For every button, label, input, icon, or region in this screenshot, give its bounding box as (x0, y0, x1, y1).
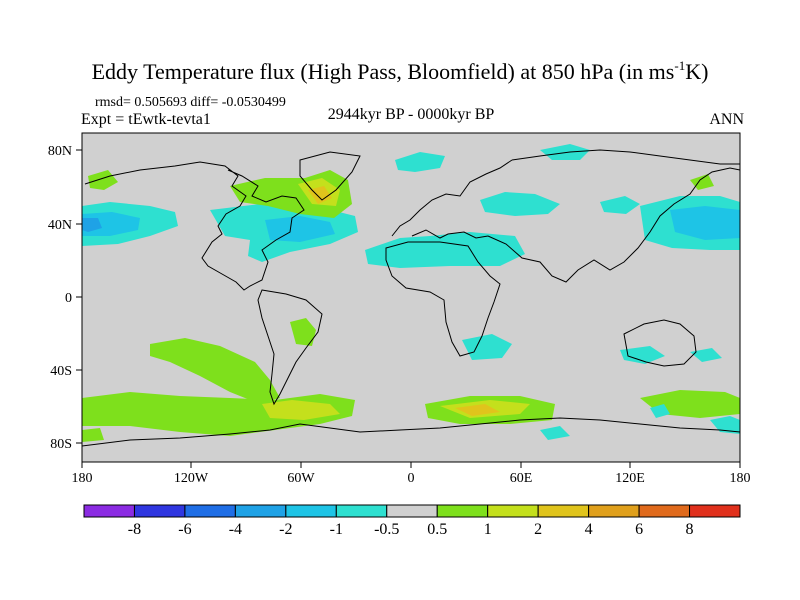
colorbar-label: 0.5 (427, 521, 448, 538)
colorbar-box (83, 504, 135, 518)
anomaly-patch (455, 404, 500, 416)
lat-label-0: 0 (65, 291, 72, 306)
anomaly-patch (308, 186, 332, 204)
anomaly-patch (540, 426, 570, 440)
experiment-label: Expt = tEwtk-tevta1 (81, 111, 211, 128)
anomaly-patch (82, 428, 104, 442)
coast-africa (385, 241, 501, 357)
coastlines (82, 149, 740, 447)
lon-label-180e: 180 (730, 471, 751, 486)
season-label: ANN (709, 111, 744, 128)
coast-australia (623, 319, 697, 367)
colorbar-label: -4 (228, 521, 243, 538)
period-label: 2944kyr BP - 0000kyr BP (327, 106, 495, 123)
anomaly-patch (82, 218, 102, 232)
lon-label-60w: 60W (287, 471, 315, 486)
colorbar-label: 1 (483, 521, 492, 538)
anomaly-patch (462, 334, 512, 360)
colorbar-label: -0.5 (374, 521, 400, 538)
lat-label-40n: 40N (48, 218, 72, 233)
coast-europe (391, 159, 513, 239)
colorbar-label: -6 (178, 521, 192, 538)
anomaly-fields (82, 144, 740, 442)
anomaly-patch (480, 192, 560, 216)
anomaly-patch (620, 346, 665, 364)
lat-label-80s: 80S (50, 437, 72, 452)
coast-south-america (257, 289, 323, 406)
colorbar-label: 4 (584, 521, 593, 538)
lon-label-60e: 60E (510, 471, 533, 486)
colorbar-box (133, 504, 186, 518)
colorbar-box (487, 504, 539, 518)
colorbar-box (689, 504, 741, 518)
coast-asia (487, 149, 740, 283)
colorbar-box (184, 504, 236, 518)
coast-north-america (84, 161, 305, 291)
colorbar-label: 8 (685, 521, 694, 538)
colorbar-box (285, 504, 337, 518)
colorbar-label: -8 (127, 521, 142, 538)
anomaly-patch (395, 152, 445, 172)
anomaly-patch (600, 196, 640, 214)
coast-greenland (299, 151, 361, 201)
anomaly-patch (540, 144, 590, 160)
anomaly-patch (710, 416, 740, 434)
colorbar-label: -1 (329, 521, 343, 538)
anomaly-patch (365, 232, 525, 268)
colorbar-box (537, 504, 590, 518)
anomaly-patch (262, 400, 340, 420)
lon-label-180w: 180 (72, 471, 93, 486)
colorbar-box (436, 504, 489, 518)
anomaly-patch (150, 338, 280, 404)
colorbar-label: 6 (635, 521, 644, 538)
lat-label-80n: 80N (48, 144, 72, 159)
stats-text: rmsd= 0.505693 diff= -0.0530499 (95, 95, 286, 110)
coast-antarctica (82, 417, 740, 447)
lon-label-0: 0 (408, 471, 415, 486)
lat-label-40s: 40S (50, 364, 72, 379)
colorbar (83, 504, 741, 518)
anomaly-patch (290, 318, 316, 346)
colorbar-label: -2 (279, 521, 293, 538)
colorbar-label: 2 (534, 521, 543, 538)
lon-label-120w: 120W (174, 471, 209, 486)
chart-title: Eddy Temperature flux (High Pass, Bloomf… (91, 58, 709, 84)
anomaly-patch (650, 404, 670, 418)
axis-ticks (76, 133, 741, 468)
colorbar-box (588, 504, 640, 518)
colorbar-box (234, 504, 287, 518)
colorbar-box (638, 504, 691, 518)
colorbar-box (386, 504, 438, 518)
anomaly-patch (265, 216, 335, 242)
lon-label-120e: 120E (615, 471, 645, 486)
colorbar-box (335, 504, 388, 518)
anomaly-patch (670, 206, 740, 240)
anomaly-patch (690, 348, 722, 362)
anomaly-patch (88, 170, 118, 190)
